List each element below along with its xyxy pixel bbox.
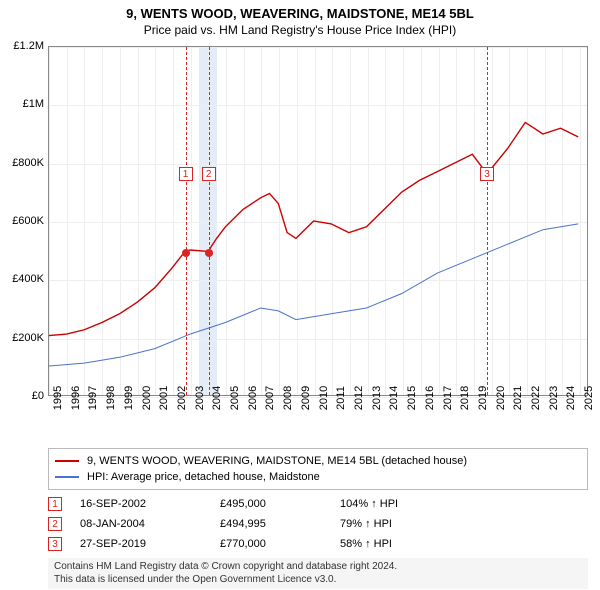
event-badge: 2	[202, 167, 216, 181]
xtick-label: 2006	[247, 386, 259, 410]
event-badge: 2	[48, 517, 62, 531]
xtick-label: 2017	[442, 386, 454, 410]
event-price: £495,000	[220, 498, 340, 510]
ytick-label: £0	[32, 390, 44, 402]
xtick-label: 2007	[264, 386, 276, 410]
xtick-label: 2000	[141, 386, 153, 410]
attribution-line: Contains HM Land Registry data © Crown c…	[54, 561, 582, 574]
xtick-label: 2008	[282, 386, 294, 410]
event-price: £494,995	[220, 518, 340, 530]
series-property	[49, 122, 578, 335]
legend-swatch	[55, 460, 79, 462]
price-chart: 12 3	[48, 46, 588, 396]
chart-legend: 9, WENTS WOOD, WEAVERING, MAIDSTONE, ME1…	[48, 448, 588, 490]
event-date: 16-SEP-2002	[80, 498, 220, 510]
attribution-text: Contains HM Land Registry data © Crown c…	[48, 558, 588, 589]
ytick-label: £600K	[12, 215, 44, 227]
xtick-label: 2022	[530, 386, 542, 410]
events-table: 1 16-SEP-2002£495,000104% ↑ HPI 2 08-JAN-20…	[48, 494, 588, 554]
legend-label: HPI: Average price, detached house, Maid…	[87, 471, 320, 483]
legend-row: 9, WENTS WOOD, WEAVERING, MAIDSTONE, ME1…	[55, 453, 581, 469]
xtick-label: 2018	[459, 386, 471, 410]
ytick-label: £1M	[23, 98, 44, 110]
xtick-label: 2010	[318, 386, 330, 410]
xtick-label: 2019	[477, 386, 489, 410]
event-hpi: 79% ↑ HPI	[340, 518, 588, 530]
event-row: 3 27-SEP-2019£770,00058% ↑ HPI	[48, 534, 588, 554]
xtick-label: 2013	[371, 386, 383, 410]
legend-swatch	[55, 476, 79, 478]
event-date: 27-SEP-2019	[80, 538, 220, 550]
xtick-label: 2014	[388, 386, 400, 410]
xtick-label: 1997	[87, 386, 99, 410]
legend-label: 9, WENTS WOOD, WEAVERING, MAIDSTONE, ME1…	[87, 455, 467, 467]
event-row: 2 08-JAN-2004£494,99579% ↑ HPI	[48, 514, 588, 534]
xtick-label: 2005	[229, 386, 241, 410]
xtick-label: 2015	[406, 386, 418, 410]
xtick-label: 2024	[565, 386, 577, 410]
xtick-label: 2002	[176, 386, 188, 410]
xtick-label: 2012	[353, 386, 365, 410]
xtick-label: 2023	[548, 386, 560, 410]
ytick-label: £400K	[12, 273, 44, 285]
ytick-label: £800K	[12, 157, 44, 169]
xtick-label: 2020	[495, 386, 507, 410]
event-hpi: 58% ↑ HPI	[340, 538, 588, 550]
event-row: 1 16-SEP-2002£495,000104% ↑ HPI	[48, 494, 588, 514]
event-marker	[182, 249, 190, 257]
event-date: 08-JAN-2004	[80, 518, 220, 530]
ytick-label: £200K	[12, 332, 44, 344]
xtick-label: 2025	[583, 386, 595, 410]
xtick-label: 2009	[300, 386, 312, 410]
series-hpi	[49, 224, 578, 366]
event-marker	[205, 249, 213, 257]
event-price: £770,000	[220, 538, 340, 550]
event-hpi: 104% ↑ HPI	[340, 498, 588, 510]
xtick-label: 2004	[211, 386, 223, 410]
attribution-line: This data is licensed under the Open Gov…	[54, 574, 582, 587]
legend-row: HPI: Average price, detached house, Maid…	[55, 469, 581, 485]
xtick-label: 1996	[70, 386, 82, 410]
ytick-label: £1.2M	[13, 40, 44, 52]
event-badge: 3	[480, 167, 494, 181]
xtick-label: 2011	[335, 386, 347, 410]
page-subtitle: Price paid vs. HM Land Registry's House …	[0, 23, 600, 37]
xtick-label: 2003	[194, 386, 206, 410]
xtick-label: 2016	[424, 386, 436, 410]
xtick-label: 1999	[123, 386, 135, 410]
event-badge: 1	[179, 167, 193, 181]
event-badge: 3	[48, 537, 62, 551]
page-title: 9, WENTS WOOD, WEAVERING, MAIDSTONE, ME1…	[0, 6, 600, 21]
xtick-label: 1995	[52, 386, 64, 410]
xtick-label: 2001	[158, 386, 170, 410]
event-badge: 1	[48, 497, 62, 511]
xtick-label: 2021	[512, 386, 524, 410]
xtick-label: 1998	[105, 386, 117, 410]
